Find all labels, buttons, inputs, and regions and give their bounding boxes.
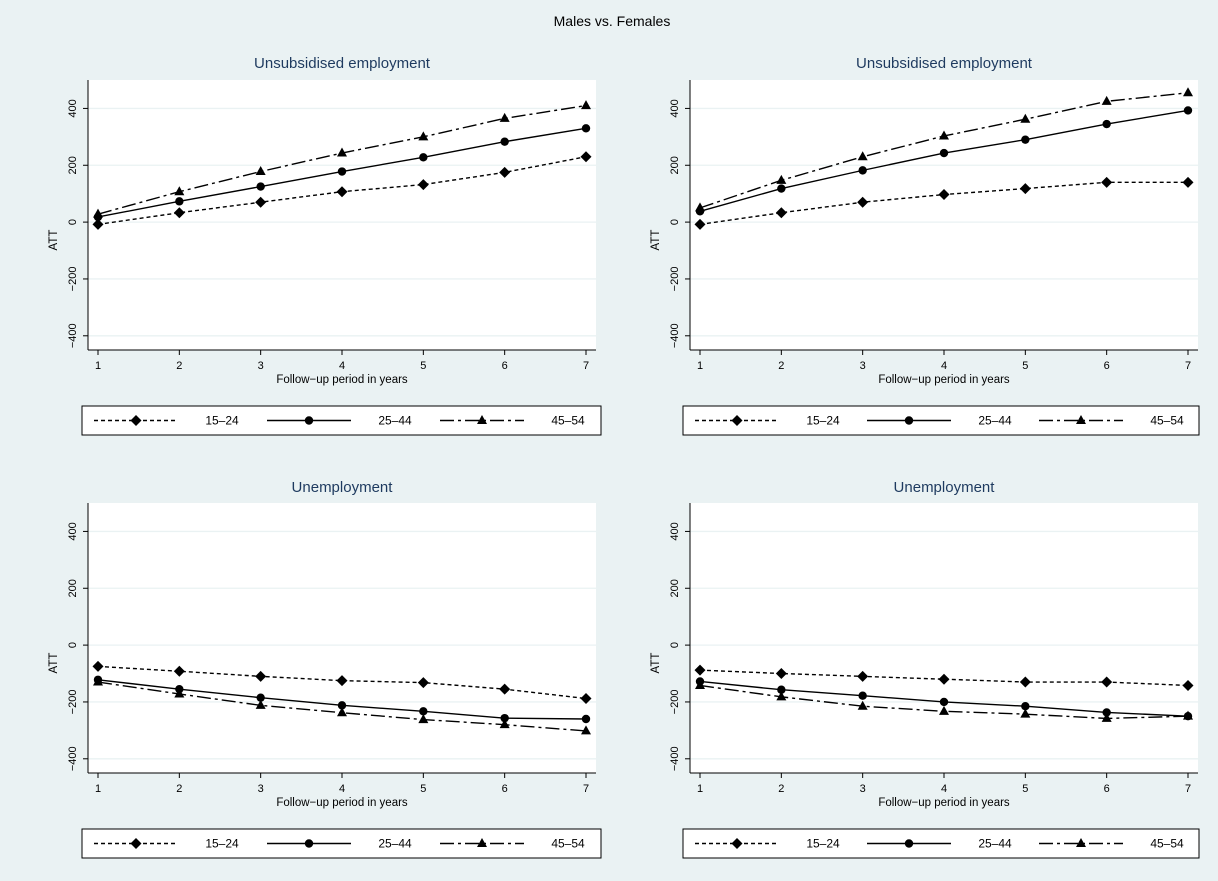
x-tick-label: 3 [860,360,866,372]
x-tick-label: 5 [1022,360,1028,372]
legend-marker-circle [905,839,913,847]
legend-label: 15–24 [205,414,239,428]
y-tick-label: 0 [669,642,681,648]
y-axis-label: ATT [48,653,60,674]
data-point-circle [858,691,866,699]
x-tick-label: 4 [339,360,345,372]
data-point-circle [500,137,508,145]
y-tick-label: −400 [669,323,681,348]
data-point-circle [582,124,590,132]
x-tick-label: 2 [176,783,182,795]
y-tick-label: 400 [669,522,681,540]
data-point-circle [777,184,785,192]
x-tick-label: 1 [95,360,101,372]
legend-label: 25–44 [378,837,412,851]
data-point-circle [582,715,590,723]
x-tick-label: 4 [339,783,345,795]
x-tick-label: 1 [95,783,101,795]
x-tick-label: 5 [420,783,426,795]
x-tick-label: 3 [860,783,866,795]
x-tick-label: 2 [778,360,784,372]
plot-area [88,503,596,773]
x-axis-label: Follow−up period in years [276,374,408,386]
legend-label: 45–54 [1150,414,1184,428]
data-point-circle [1184,106,1192,114]
legend-label: 15–24 [205,837,239,851]
x-tick-label: 1 [697,783,703,795]
x-tick-label: 5 [420,360,426,372]
y-axis-label: ATT [650,653,662,674]
legend-label: 25–44 [378,414,412,428]
x-axis-label: Follow−up period in years [878,797,1010,809]
y-tick-label: 200 [669,579,681,597]
legend-marker-circle [905,416,913,424]
y-tick-label: 400 [67,522,79,540]
data-point-circle [1021,135,1029,143]
x-tick-label: 2 [778,783,784,795]
legend-marker-circle [305,839,313,847]
data-point-circle [940,149,948,157]
legend: 15–24 25–44 45–54 [683,406,1199,435]
y-tick-label: −400 [67,746,79,771]
x-axis-label: Follow−up period in years [878,374,1010,386]
y-tick-label: 0 [67,219,79,225]
legend: 15–24 25–44 45–54 [683,829,1199,858]
x-tick-label: 3 [258,783,264,795]
y-tick-label: −200 [67,267,79,292]
legend: 15–24 25–44 45–54 [82,829,601,858]
legend-label: 45–54 [551,837,585,851]
y-tick-label: 200 [67,579,79,597]
y-tick-label: 200 [67,156,79,174]
legend-label: 25–44 [978,837,1012,851]
x-tick-label: 4 [941,360,947,372]
x-tick-label: 4 [941,783,947,795]
data-point-circle [175,197,183,205]
data-point-circle [858,166,866,174]
x-tick-label: 7 [583,783,589,795]
y-tick-label: 400 [669,99,681,117]
x-tick-label: 6 [502,360,508,372]
panel-title: Unsubsidised employment [856,55,1033,72]
legend-label: 25–44 [978,414,1012,428]
y-axis-label: ATT [48,230,60,251]
plot-area [690,503,1198,773]
legend-label: 45–54 [1150,837,1184,851]
y-tick-label: −200 [67,690,79,715]
legend-label: 45–54 [551,414,585,428]
x-tick-label: 7 [583,360,589,372]
data-point-circle [1102,120,1110,128]
x-tick-label: 1 [697,360,703,372]
y-tick-label: −400 [669,746,681,771]
panel-title: Unemployment [894,479,996,496]
legend-label: 15–24 [806,414,840,428]
figure-title: Males vs. Females [554,13,671,29]
y-tick-label: 0 [67,642,79,648]
data-point-circle [256,182,264,190]
legend-label: 15–24 [806,837,840,851]
y-tick-label: −400 [67,323,79,348]
x-tick-label: 6 [1104,360,1110,372]
y-tick-label: 200 [669,156,681,174]
y-axis-label: ATT [650,230,662,251]
y-tick-label: −200 [669,267,681,292]
x-tick-label: 6 [502,783,508,795]
data-point-circle [940,698,948,706]
data-point-circle [419,153,427,161]
y-tick-label: −200 [669,690,681,715]
x-axis-label: Follow−up period in years [276,797,408,809]
x-tick-label: 7 [1185,783,1191,795]
panel-title: Unsubsidised employment [254,55,431,72]
data-point-circle [338,167,346,175]
panel-title: Unemployment [292,479,394,496]
x-tick-label: 5 [1022,783,1028,795]
legend: 15–24 25–44 45–54 [82,406,601,435]
x-tick-label: 7 [1185,360,1191,372]
y-tick-label: 0 [669,219,681,225]
x-tick-label: 6 [1104,783,1110,795]
x-tick-label: 3 [258,360,264,372]
x-tick-label: 2 [176,360,182,372]
legend-marker-circle [305,416,313,424]
y-tick-label: 400 [67,99,79,117]
